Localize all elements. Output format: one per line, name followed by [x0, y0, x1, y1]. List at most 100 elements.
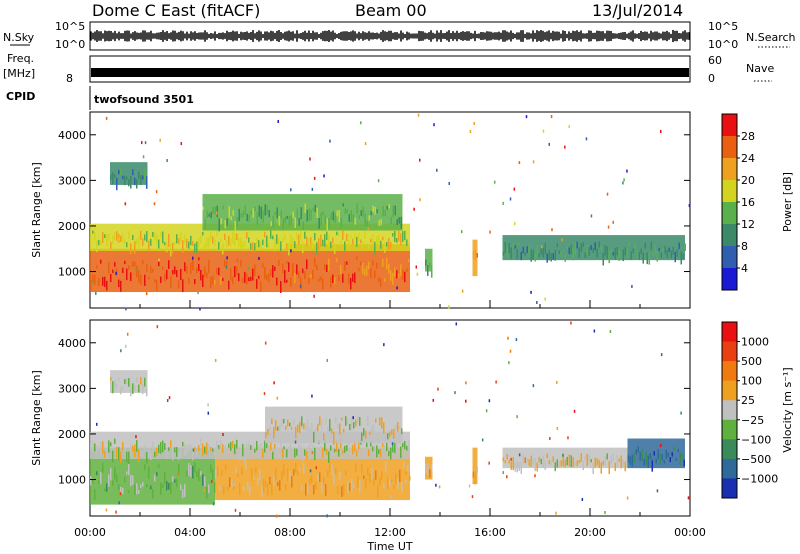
vel-streak	[255, 467, 257, 474]
pow-streak	[274, 266, 276, 271]
pow-streak	[184, 234, 186, 243]
pow-noise-point	[548, 142, 551, 146]
vel-streak	[232, 440, 234, 448]
pow-streak	[514, 245, 516, 249]
vel-streak	[226, 450, 228, 454]
vel-streak	[544, 460, 546, 470]
vel-streak	[374, 445, 376, 459]
vel-streak	[94, 488, 96, 501]
vel-streak	[675, 457, 677, 461]
pow-streak	[280, 281, 282, 293]
pow-streak	[240, 260, 242, 267]
pow-streak	[628, 241, 630, 247]
pow-streak	[396, 219, 398, 226]
pow-streak	[544, 242, 546, 255]
vel-noise-point	[115, 510, 117, 514]
vel-streak	[257, 477, 259, 486]
vel-streak	[343, 428, 345, 433]
pow-streak	[370, 268, 372, 278]
vel-streak	[269, 476, 271, 485]
vel-streak	[659, 453, 661, 465]
vel-noise-point	[659, 444, 662, 448]
pow-streak	[118, 279, 120, 287]
vel-streak	[653, 451, 655, 456]
pow-streak	[278, 215, 280, 226]
pow-streak	[380, 240, 382, 249]
pow-streak	[116, 177, 118, 191]
vel-streak	[325, 484, 327, 497]
pow-colorbar-tick-label: 28	[741, 130, 755, 143]
vel-streak	[262, 449, 264, 458]
pow-streak	[636, 250, 638, 260]
vel-noise-point	[609, 329, 612, 333]
vel-streak	[333, 431, 335, 445]
vel-streak	[227, 486, 229, 491]
vel-streak	[198, 445, 200, 452]
pow-streak	[166, 269, 168, 280]
pow-streak	[280, 210, 282, 219]
pow-colorbar-cell	[722, 202, 737, 225]
vel-noise-point	[126, 332, 129, 336]
pow-streak	[552, 253, 554, 260]
pow-streak	[218, 218, 220, 232]
vel-streak	[112, 381, 114, 394]
vel-colorbar-label: Velocity [m s⁻¹]	[781, 367, 794, 452]
pow-noise-point	[134, 267, 137, 271]
vel-noise-point	[468, 484, 471, 488]
vel-streak	[249, 486, 251, 495]
pow-streak	[310, 274, 312, 278]
vel-streak	[265, 432, 267, 439]
pow-streak	[330, 241, 332, 249]
vel-noise-point	[567, 436, 569, 440]
pow-noise-point	[311, 187, 314, 191]
pow-colorbar-label: Power [dB]	[781, 172, 794, 232]
pow-streak	[298, 218, 300, 226]
pow-streak	[302, 221, 304, 230]
vel-noise-point	[127, 490, 130, 494]
pow-streak	[676, 249, 678, 257]
pow-streak	[392, 205, 394, 218]
pow-streak	[384, 278, 386, 282]
vel-noise-point	[488, 399, 491, 403]
vel-streak	[361, 432, 363, 441]
pow-streak	[182, 279, 184, 293]
pow-streak	[590, 245, 592, 251]
vel-streak	[272, 451, 274, 460]
vel-streak	[305, 483, 307, 496]
pow-streak	[134, 177, 136, 186]
vel-noise-point	[455, 322, 458, 326]
pow-streak	[108, 262, 110, 274]
vel-noise-point	[670, 455, 673, 459]
vel-streak	[526, 458, 528, 463]
vel-streak	[562, 454, 564, 467]
vel-streak	[379, 477, 381, 486]
vel-streak	[657, 449, 659, 459]
pow-streak	[198, 237, 200, 248]
pow-streak	[362, 206, 364, 217]
vel-streak	[614, 462, 616, 472]
pow-streak	[338, 231, 340, 236]
pow-noise-point	[536, 300, 538, 304]
vel-streak	[102, 441, 104, 454]
pow-streak	[158, 239, 160, 249]
pow-streak	[260, 242, 262, 250]
pow-streak	[282, 237, 284, 243]
pow-streak	[616, 247, 618, 256]
pow-streak	[340, 264, 342, 275]
beam-label: Beam 00	[355, 1, 427, 20]
vel-colorbar-cell	[722, 322, 737, 343]
vel-streak	[371, 468, 373, 480]
pow-streak	[270, 230, 272, 239]
vel-streak	[665, 449, 667, 459]
pow-streak	[290, 215, 292, 226]
vel-streak	[383, 483, 385, 489]
vel-streak	[132, 383, 134, 394]
pow-streak	[374, 206, 376, 215]
pow-streak	[226, 218, 228, 226]
pow-streak	[274, 212, 276, 216]
vel-streak	[114, 438, 116, 444]
vel-streak	[359, 417, 361, 426]
vel-streak	[616, 454, 618, 467]
pow-streak	[400, 264, 402, 276]
pow-streak	[364, 230, 366, 239]
